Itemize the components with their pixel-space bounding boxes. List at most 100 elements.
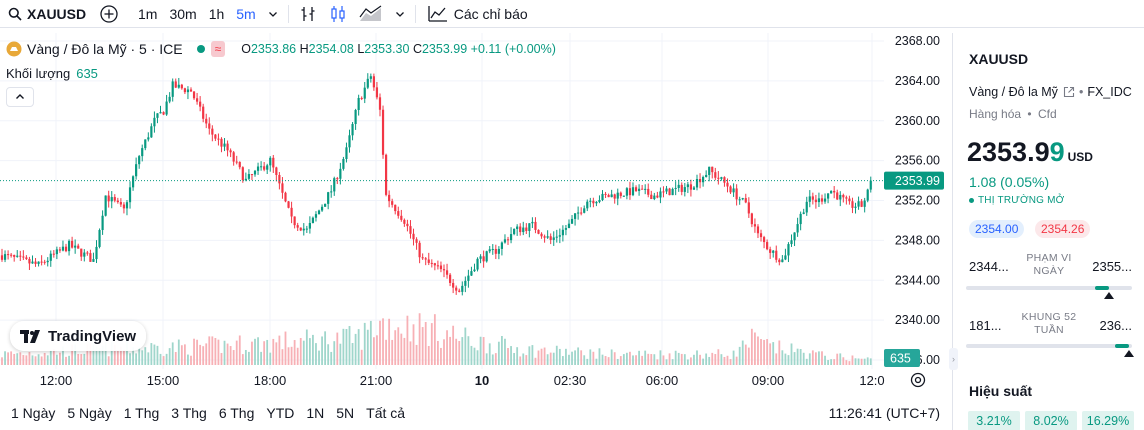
- delayed-data-badge[interactable]: ≈: [210, 41, 226, 57]
- volume-bar: [321, 336, 323, 365]
- volume-bar: [43, 352, 46, 365]
- symbol-search[interactable]: XAUUSD: [0, 6, 96, 22]
- interval-30m[interactable]: 30m: [169, 5, 197, 22]
- volume-bar: [683, 354, 686, 365]
- volume-bar: [49, 349, 52, 365]
- candle-body: [470, 271, 473, 276]
- volume-bar: [638, 350, 640, 365]
- candle-body: [43, 261, 46, 263]
- week52-range-marker: [1123, 350, 1134, 357]
- price-tick-label: 2348.00: [895, 233, 940, 247]
- performance-1w[interactable]: 3.21%: [968, 411, 1020, 430]
- volume-bar: [193, 338, 195, 365]
- volume-bar: [37, 354, 40, 365]
- candle-body: [823, 198, 827, 202]
- time-tick-label: 15:00: [146, 373, 180, 388]
- candle-body: [409, 226, 412, 234]
- details-desc-text[interactable]: Vàng / Đô la Mỹ: [969, 85, 1058, 99]
- volume-bar: [168, 348, 171, 365]
- range-1m[interactable]: 1 Thg: [123, 405, 160, 421]
- range-ytd[interactable]: YTD: [266, 405, 295, 421]
- volume-bar: [766, 339, 769, 365]
- range-all[interactable]: Tất cả: [366, 405, 406, 421]
- interval-1m[interactable]: 1m: [138, 5, 158, 22]
- candle-body: [217, 138, 220, 140]
- volume-bar: [379, 320, 381, 365]
- last-price-tag-label: 2353.99: [895, 174, 940, 188]
- price-chart[interactable]: 2368.00 2364.00 2360.00 2356.00 2352.00 2348.…: [0, 33, 948, 369]
- candle-body: [128, 187, 132, 203]
- range-6m[interactable]: 6 Thg: [218, 405, 255, 421]
- candle-body: [723, 177, 726, 183]
- candle-body: [256, 166, 260, 171]
- volume-bar: [126, 340, 128, 365]
- range-5d[interactable]: 5 Ngày: [67, 405, 112, 421]
- chart-pane[interactable]: 2368.00 2364.00 2360.00 2356.00 2352.00 2348.…: [0, 33, 948, 369]
- volume-bar: [510, 346, 512, 365]
- candle-body: [272, 157, 275, 168]
- volume-bar: [290, 346, 293, 365]
- volume-bar: [336, 332, 339, 365]
- clock-timezone[interactable]: 11:26:41 (UTC+7): [828, 405, 940, 421]
- symbol-description[interactable]: Vàng / Đô la Mỹ · 5 · ICE: [27, 41, 183, 57]
- market-status[interactable]: THỊ TRƯỜNG MỞ: [969, 195, 1064, 206]
- interval-1h[interactable]: 1h: [208, 5, 225, 22]
- low-value: 2353.30: [364, 42, 410, 56]
- candle-body: [659, 191, 662, 198]
- candle-body: [836, 192, 839, 200]
- volume-bar: [25, 355, 28, 365]
- candle-body: [263, 166, 266, 170]
- range-5y[interactable]: 5N: [336, 405, 355, 421]
- volume-bar: [690, 357, 692, 365]
- performance-1m[interactable]: 8.02%: [1025, 411, 1077, 430]
- candle-body: [488, 249, 491, 252]
- candle-body: [570, 218, 574, 224]
- chart-type-dropdown[interactable]: [389, 0, 411, 28]
- interval-dropdown[interactable]: [262, 0, 284, 28]
- volume-bar: [580, 350, 583, 365]
- volume-bar: [537, 350, 540, 365]
- candle-body: [369, 76, 372, 79]
- panel-resize-handle[interactable]: ›: [949, 348, 958, 370]
- candle-body: [436, 265, 440, 267]
- volume-bar: [702, 358, 705, 365]
- candle-body: [397, 211, 400, 216]
- volume-bar: [150, 343, 153, 365]
- interval-5m[interactable]: 5m: [236, 5, 256, 22]
- candle-body: [598, 200, 601, 202]
- range-1y[interactable]: 1N: [306, 405, 325, 421]
- performance-3m[interactable]: 16.29%: [1082, 411, 1134, 430]
- volume-bar: [549, 352, 552, 365]
- chart-settings-button[interactable]: [909, 371, 927, 389]
- range-3m[interactable]: 3 Thg: [171, 405, 207, 421]
- volume-bar: [324, 331, 327, 365]
- details-source[interactable]: FX_IDC: [1087, 85, 1132, 99]
- compare-button[interactable]: [96, 0, 132, 28]
- volume-bar: [857, 358, 860, 365]
- candles-style-button[interactable]: [323, 0, 353, 28]
- collapse-legend-button[interactable]: [6, 87, 34, 107]
- bar-style-button[interactable]: [293, 0, 323, 28]
- range-1d[interactable]: 1 Ngày: [11, 405, 56, 421]
- volume-bar: [95, 346, 98, 365]
- volume-bar: [592, 351, 595, 365]
- candle-body: [31, 261, 34, 264]
- time-tick-label: 18:00: [253, 373, 287, 388]
- candle-body: [391, 201, 394, 205]
- volume-bar: [476, 350, 479, 365]
- price-last-digit: 9: [1049, 137, 1065, 167]
- volume-bar: [686, 359, 689, 365]
- volume-bar: [714, 354, 717, 365]
- candle-body: [327, 192, 330, 204]
- indicators-button[interactable]: Các chỉ báo: [420, 0, 534, 28]
- candle-body: [698, 179, 702, 183]
- tradingview-logo[interactable]: TradingView: [10, 321, 147, 351]
- week52-range-title: KHUNG 52 TUẦN: [1021, 311, 1077, 336]
- candle-body: [439, 265, 443, 270]
- area-style-button[interactable]: [353, 0, 389, 28]
- candle-body: [226, 143, 229, 151]
- volume-bar: [497, 341, 500, 365]
- candle-body: [720, 177, 723, 179]
- external-link-icon[interactable]: [1063, 86, 1075, 98]
- time-axis[interactable]: 12:00 15:00 18:00 21:00 10 02:30 06:00 09:00 12:…: [0, 369, 948, 391]
